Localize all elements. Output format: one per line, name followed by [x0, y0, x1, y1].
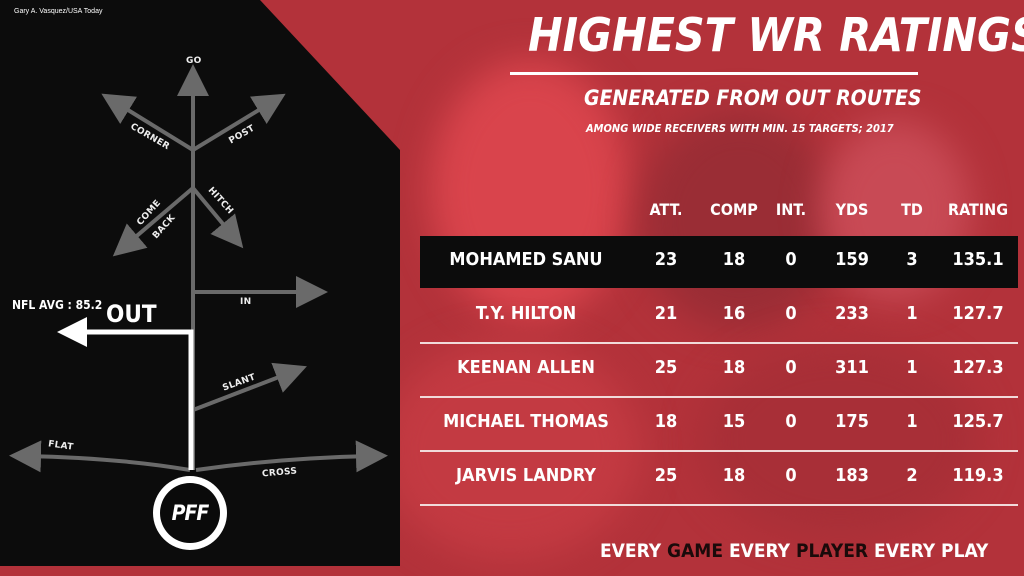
cell-yds: 159	[835, 249, 869, 270]
cell-att: 25	[654, 357, 678, 378]
cell-comp: 18	[722, 465, 746, 486]
cell-yds: 311	[835, 357, 869, 378]
column-header-rating: RATING	[947, 200, 1009, 219]
route-flat	[9, 440, 191, 473]
page-title: HIGHEST WR RATINGS	[528, 8, 1024, 62]
route-cross	[195, 440, 388, 473]
tagline-player: PLAYER	[796, 540, 869, 562]
tagline-part: EVERY	[600, 540, 668, 562]
tagline-game: GAME	[667, 540, 723, 562]
footer-tagline: EVERY GAME EVERY PLAYER EVERY PLAY	[600, 540, 988, 562]
tagline-part: EVERY PLAY	[868, 540, 989, 562]
route-tree	[0, 0, 400, 566]
page-qualifier: AMONG WIDE RECEIVERS WITH MIN. 15 TARGET…	[586, 122, 894, 135]
row-divider	[420, 342, 1018, 344]
cell-rating: 127.3	[952, 357, 1004, 378]
cell-yds: 175	[835, 411, 869, 432]
table-row: MICHAEL THOMAS 18 15 0 175 1 125.7	[420, 398, 1018, 452]
page-subtitle: GENERATED FROM OUT ROUTES	[584, 86, 922, 110]
cell-td: 1	[906, 303, 918, 324]
table-row: MOHAMED SANU 23 18 0 159 3 135.1	[420, 236, 1018, 288]
cell-yds: 183	[835, 465, 869, 486]
table-row: T.Y. HILTON 21 16 0 233 1 127.7	[420, 290, 1018, 344]
player-name: T.Y. HILTON	[475, 303, 577, 324]
photo-credit: Gary A. Vasquez/USA Today	[14, 8, 103, 15]
cell-int: 0	[785, 465, 797, 486]
route-corner	[101, 93, 195, 152]
cell-rating: 135.1	[952, 249, 1004, 270]
column-header-att: ATT.	[649, 200, 683, 219]
cell-comp: 18	[722, 357, 746, 378]
title-underline	[510, 72, 918, 75]
cell-comp: 18	[722, 249, 746, 270]
cell-int: 0	[785, 303, 797, 324]
cell-comp: 15	[722, 411, 746, 432]
route-label-go: GO	[186, 56, 202, 66]
cell-int: 0	[785, 411, 797, 432]
route-label-out: OUT	[106, 300, 157, 328]
cell-td: 2	[906, 465, 918, 486]
table-row: KEENAN ALLEN 25 18 0 311 1 127.3	[420, 344, 1018, 398]
cell-int: 0	[785, 249, 797, 270]
route-comeback	[112, 186, 195, 257]
table-row: JARVIS LANDRY 25 18 0 183 2 119.3	[420, 452, 1018, 506]
column-header-comp: COMP	[710, 200, 758, 219]
cell-rating: 127.7	[952, 303, 1004, 324]
route-slant	[192, 362, 307, 412]
tagline-part: EVERY	[723, 540, 796, 562]
cell-yds: 233	[835, 303, 869, 324]
route-out	[57, 317, 194, 470]
player-name: MICHAEL THOMAS	[443, 411, 609, 432]
cell-att: 25	[654, 465, 678, 486]
row-divider	[420, 504, 1018, 506]
cell-att: 18	[654, 411, 678, 432]
pff-logo-text: PFF	[160, 483, 220, 543]
player-name: KEENAN ALLEN	[457, 357, 595, 378]
route-tree-panel: GO CORNER POST COME BACK HITCH IN SLANT …	[0, 0, 400, 566]
route-hitch	[191, 186, 244, 249]
cell-att: 23	[654, 249, 678, 270]
cell-td: 1	[906, 357, 918, 378]
cell-td: 3	[906, 249, 918, 270]
column-header-td: TD	[901, 200, 923, 219]
row-divider	[420, 396, 1018, 398]
row-divider	[420, 450, 1018, 452]
player-name: JARVIS LANDRY	[456, 465, 596, 486]
route-post	[191, 93, 286, 152]
column-header-yds: YDS	[835, 200, 869, 219]
cell-rating: 125.7	[952, 411, 1004, 432]
cell-att: 21	[654, 303, 678, 324]
column-header-int: INT.	[775, 200, 807, 219]
cell-rating: 119.3	[952, 465, 1004, 486]
cell-int: 0	[785, 357, 797, 378]
player-name: MOHAMED SANU	[449, 249, 603, 270]
pff-logo: PFF	[153, 476, 227, 550]
nfl-average-label: NFL AVG : 85.2	[12, 298, 103, 312]
cell-comp: 16	[722, 303, 746, 324]
cell-td: 1	[906, 411, 918, 432]
route-label-in: IN	[240, 297, 252, 307]
